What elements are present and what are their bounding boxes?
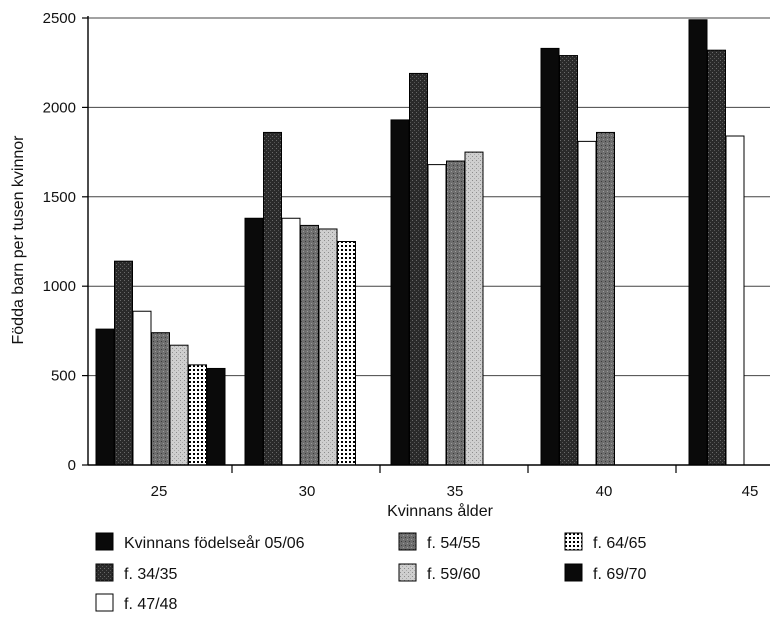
bar-40-series-3 [577, 140, 597, 466]
bar-30-series-1 [244, 217, 264, 466]
legend-label: f. 64/65 [593, 535, 646, 552]
legend-swatch [95, 563, 114, 582]
bar-35-series-5 [464, 151, 484, 466]
legend-label: f. 59/60 [427, 566, 480, 583]
x-tick-label: 40 [596, 483, 613, 500]
x-tick-label: 25 [151, 483, 168, 500]
bar-25-series-7 [206, 367, 226, 466]
bar-45-series-3 [725, 135, 745, 466]
bar-30-series-5 [318, 228, 338, 466]
bar-30-series-3 [281, 217, 301, 466]
legend-swatch [95, 593, 114, 612]
legend-swatch [95, 532, 114, 551]
axes: 0 500 1000 1500 2000 2500 25 30 35 40 45 [43, 10, 770, 500]
bar-30-series-6 [337, 241, 356, 466]
bar-30-series-4 [300, 224, 319, 466]
bar-35-series-1 [390, 119, 410, 466]
y-axis-title: Födda barn per tusen kvinnor [10, 135, 27, 345]
legend-swatch [398, 532, 417, 551]
bar-40-series-4 [596, 131, 615, 466]
bar-35-series-2 [409, 72, 428, 466]
bar-25-series-3 [132, 310, 152, 466]
legend-label: f. 34/35 [124, 566, 177, 583]
bar-40-series-1 [540, 47, 560, 466]
y-tick-label: 0 [68, 457, 76, 474]
x-axis-title: Kvinnans ålder [387, 502, 494, 520]
bar-45-series-1 [688, 19, 708, 466]
bar-40-series-2 [559, 55, 578, 466]
y-tick-label: 1000 [43, 278, 76, 295]
y-tick-label: 1500 [43, 189, 76, 206]
y-tick-label: 2000 [43, 99, 76, 116]
x-tick-label: 35 [447, 483, 464, 500]
legend-label: f. 69/70 [593, 566, 646, 583]
legend-label: f. 54/55 [427, 535, 480, 552]
bars [95, 19, 745, 466]
legend-swatch [398, 563, 417, 582]
bar-35-series-3 [427, 164, 447, 466]
legend: Kvinnans födelseår 05/06 f. 34/35 f. 47/48… [95, 532, 646, 613]
bar-30-series-2 [263, 131, 282, 466]
bar-25-series-5 [169, 344, 189, 466]
legend-label: f. 47/48 [124, 596, 177, 613]
bar-25-series-4 [151, 332, 170, 466]
bar-25-series-6 [188, 364, 207, 466]
bar-25-series-2 [114, 260, 133, 466]
x-tick-label: 45 [742, 483, 759, 500]
bar-45-series-2 [707, 49, 726, 466]
bar-25-series-1 [95, 328, 115, 466]
bar-35-series-4 [446, 160, 465, 466]
y-tick-label: 2500 [43, 10, 76, 27]
legend-swatch [564, 563, 583, 582]
legend-swatch [564, 532, 583, 551]
legend-label: Kvinnans födelseår 05/06 [124, 534, 305, 552]
y-tick-label: 500 [51, 368, 76, 385]
x-tick-label: 30 [299, 483, 316, 500]
